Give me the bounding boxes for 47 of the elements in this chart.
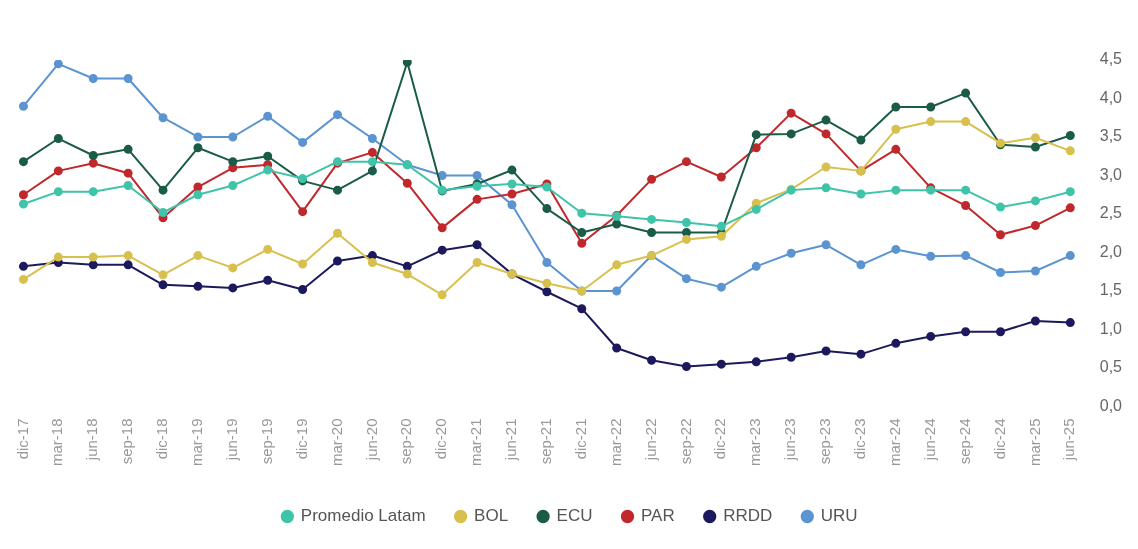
- x-tick-label: mar-20: [327, 418, 345, 466]
- x-tick-label: jun-18: [83, 418, 101, 462]
- x-tick-label: dic-24: [990, 418, 1008, 460]
- x-tick-label: mar-21: [467, 418, 485, 466]
- x-tick-label: sep-23: [816, 418, 834, 465]
- x-tick-label: jun-21: [502, 418, 520, 462]
- y-tick-label: 0,0: [1099, 396, 1123, 414]
- x-tick-label: jun-23: [781, 418, 799, 462]
- x-tick-label: mar-18: [48, 418, 66, 466]
- y-tick-label: 4,0: [1099, 88, 1123, 106]
- y-tick-label: 3,0: [1099, 165, 1123, 183]
- x-tick-label: jun-25: [1060, 418, 1078, 462]
- y-tick-label: 1,0: [1099, 319, 1123, 337]
- legend-label: URU: [820, 506, 858, 526]
- x-tick-label: sep-19: [257, 418, 275, 465]
- x-tick-label: dic-17: [13, 418, 31, 460]
- legend-label: PAR: [641, 506, 675, 526]
- legend-label: ECU: [556, 506, 593, 526]
- x-tick-label: dic-18: [153, 418, 171, 460]
- y-tick-label: 2,0: [1099, 242, 1123, 260]
- x-tick-label: mar-24: [885, 418, 903, 466]
- y-tick-label: 4,5: [1099, 50, 1123, 68]
- x-tick-label: dic-21: [571, 418, 589, 460]
- x-tick-label: jun-19: [222, 418, 240, 462]
- x-tick-label: sep-22: [676, 418, 694, 465]
- x-tick-label: sep-20: [397, 418, 415, 465]
- x-tick-label: mar-25: [1025, 418, 1043, 466]
- y-tick-label: 0,5: [1099, 358, 1123, 376]
- x-tick-label: dic-22: [711, 418, 729, 460]
- x-tick-label: sep-21: [537, 418, 555, 465]
- y-tick-label: 3,5: [1099, 127, 1123, 145]
- x-tick-label: dic-20: [432, 418, 450, 460]
- x-tick-label: dic-19: [292, 418, 310, 460]
- x-tick-label: jun-22: [641, 418, 659, 462]
- x-tick-label: jun-24: [920, 418, 938, 462]
- legend-label: Promedio Latam: [300, 506, 426, 526]
- x-tick-label: jun-20: [362, 418, 380, 462]
- x-tick-label: mar-23: [746, 418, 764, 466]
- x-tick-label: mar-19: [188, 418, 206, 466]
- legend-label: BOL: [474, 506, 509, 526]
- x-tick-label: sep-24: [955, 418, 973, 465]
- x-tick-label: sep-18: [118, 418, 136, 465]
- x-tick-label: mar-22: [606, 418, 624, 466]
- y-tick-label: 1,5: [1099, 281, 1123, 299]
- legend-label: RRDD: [723, 506, 773, 526]
- y-tick-label: 2,5: [1099, 204, 1123, 222]
- x-tick-label: dic-23: [851, 418, 869, 460]
